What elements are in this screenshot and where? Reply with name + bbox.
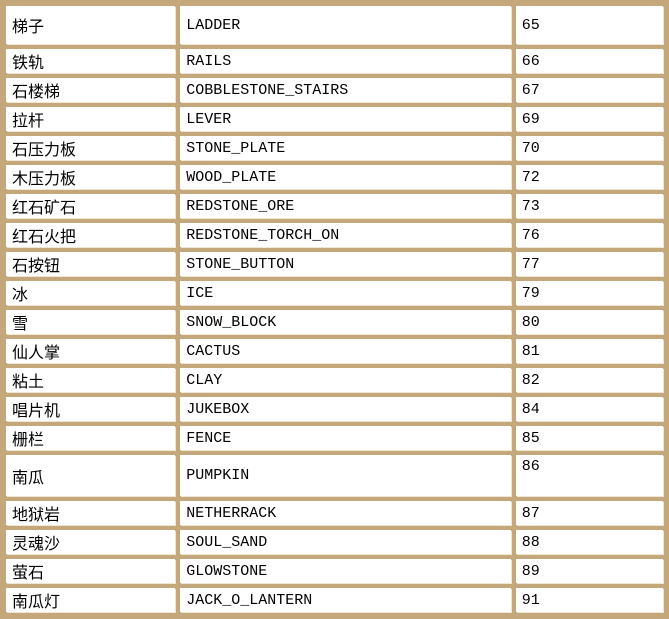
cell-english-name: ICE: [180, 281, 511, 305]
cell-block-id: 81: [515, 339, 663, 363]
table-row: 冰 ICE 79: [6, 281, 663, 305]
table-row: 地狱岩 NETHERRACK 87: [6, 501, 663, 525]
cell-block-id: 77: [515, 252, 663, 276]
cell-chinese-name: 木压力板: [6, 165, 176, 189]
cell-english-name: RAILS: [180, 49, 511, 73]
cell-block-id: 69: [515, 107, 663, 131]
table-row: 唱片机 JUKEBOX 84: [6, 397, 663, 421]
cell-english-name: JACK_O_LANTERN: [180, 588, 511, 612]
table-row: 红石矿石 REDSTONE_ORE 73: [6, 194, 663, 218]
cell-block-id: 91: [515, 588, 663, 612]
table-row: 粘土 CLAY 82: [6, 368, 663, 392]
table-row: 铁轨 RAILS 66: [6, 49, 663, 73]
cell-block-id: 85: [515, 426, 663, 450]
cell-block-id: 66: [515, 49, 663, 73]
cell-english-name: CACTUS: [180, 339, 511, 363]
cell-block-id: 82: [515, 368, 663, 392]
cell-english-name: SOUL_SAND: [180, 530, 511, 554]
cell-block-id: 65: [515, 6, 663, 44]
cell-chinese-name: 南瓜灯: [6, 588, 176, 612]
cell-english-name: COBBLESTONE_STAIRS: [180, 78, 511, 102]
cell-chinese-name: 仙人掌: [6, 339, 176, 363]
cell-chinese-name: 唱片机: [6, 397, 176, 421]
cell-chinese-name: 铁轨: [6, 49, 176, 73]
table-row: 石压力板 STONE_PLATE 70: [6, 136, 663, 160]
cell-english-name: REDSTONE_ORE: [180, 194, 511, 218]
table-row: 雪 SNOW_BLOCK 80: [6, 310, 663, 334]
cell-block-id: 89: [515, 559, 663, 583]
table-row: 拉杆 LEVER 69: [6, 107, 663, 131]
cell-english-name: PUMPKIN: [180, 455, 511, 496]
cell-chinese-name: 冰: [6, 281, 176, 305]
cell-chinese-name: 拉杆: [6, 107, 176, 131]
cell-english-name: JUKEBOX: [180, 397, 511, 421]
cell-chinese-name: 灵魂沙: [6, 530, 176, 554]
cell-chinese-name: 地狱岩: [6, 501, 176, 525]
cell-chinese-name: 红石火把: [6, 223, 176, 247]
cell-english-name: GLOWSTONE: [180, 559, 511, 583]
cell-block-id: 72: [515, 165, 663, 189]
cell-block-id: 70: [515, 136, 663, 160]
cell-chinese-name: 梯子: [6, 6, 176, 44]
cell-english-name: WOOD_PLATE: [180, 165, 511, 189]
cell-chinese-name: 红石矿石: [6, 194, 176, 218]
cell-block-id: 88: [515, 530, 663, 554]
cell-chinese-name: 石按钮: [6, 252, 176, 276]
cell-block-id: 79: [515, 281, 663, 305]
cell-chinese-name: 栅栏: [6, 426, 176, 450]
table-row: 石楼梯 COBBLESTONE_STAIRS 67: [6, 78, 663, 102]
cell-english-name: CLAY: [180, 368, 511, 392]
table-row: 灵魂沙 SOUL_SAND 88: [6, 530, 663, 554]
cell-chinese-name: 南瓜: [6, 455, 176, 496]
cell-chinese-name: 雪: [6, 310, 176, 334]
table-row: 南瓜 PUMPKIN 86: [6, 455, 663, 496]
table-row: 仙人掌 CACTUS 81: [6, 339, 663, 363]
cell-english-name: SNOW_BLOCK: [180, 310, 511, 334]
cell-chinese-name: 石楼梯: [6, 78, 176, 102]
cell-chinese-name: 萤石: [6, 559, 176, 583]
cell-english-name: LEVER: [180, 107, 511, 131]
cell-block-id: 80: [515, 310, 663, 334]
block-table-body: 梯子 LADDER 65 铁轨 RAILS 66 石楼梯 COBBLESTONE_STAIRS…: [6, 6, 663, 612]
cell-english-name: LADDER: [180, 6, 511, 44]
table-row: 栅栏 FENCE 85: [6, 426, 663, 450]
cell-block-id: 73: [515, 194, 663, 218]
cell-english-name: STONE_BUTTON: [180, 252, 511, 276]
cell-block-id: 84: [515, 397, 663, 421]
cell-block-id: 76: [515, 223, 663, 247]
cell-block-id: 67: [515, 78, 663, 102]
cell-block-id: 86: [515, 455, 663, 496]
table-row: 萤石 GLOWSTONE 89: [6, 559, 663, 583]
cell-chinese-name: 石压力板: [6, 136, 176, 160]
cell-english-name: NETHERRACK: [180, 501, 511, 525]
cell-chinese-name: 粘土: [6, 368, 176, 392]
table-row: 梯子 LADDER 65: [6, 6, 663, 44]
cell-block-id: 87: [515, 501, 663, 525]
table-row: 南瓜灯 JACK_O_LANTERN 91: [6, 588, 663, 612]
table-row: 石按钮 STONE_BUTTON 77: [6, 252, 663, 276]
table-row: 红石火把 REDSTONE_TORCH_ON 76: [6, 223, 663, 247]
cell-english-name: FENCE: [180, 426, 511, 450]
cell-english-name: STONE_PLATE: [180, 136, 511, 160]
table-row: 木压力板 WOOD_PLATE 72: [6, 165, 663, 189]
cell-english-name: REDSTONE_TORCH_ON: [180, 223, 511, 247]
